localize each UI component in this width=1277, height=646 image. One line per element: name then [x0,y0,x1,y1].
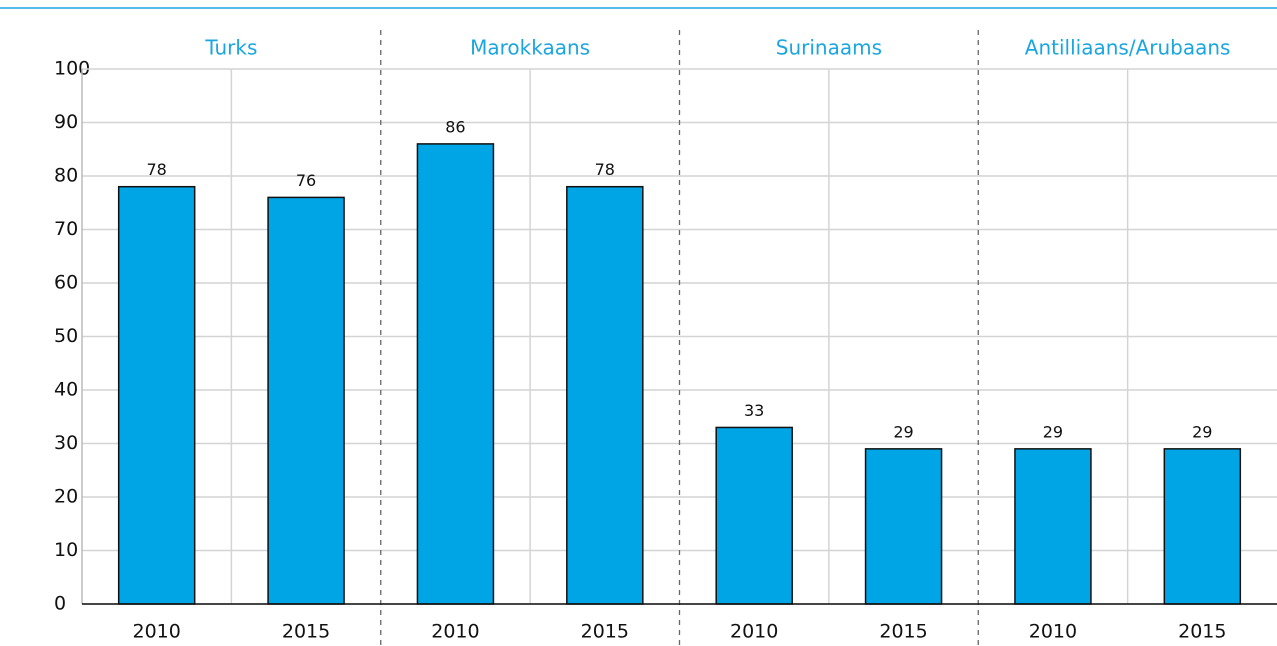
value-label: 78 [147,160,167,179]
x-tick-label: 2010 [730,621,778,643]
y-tick-label: 60 [54,272,78,294]
group-label: Marokkaans [470,36,590,60]
y-tick-label: 90 [54,111,78,133]
value-label: 78 [595,160,615,179]
y-tick-label: 50 [54,325,78,347]
x-tick-label: 2015 [282,621,330,643]
group-label: Surinaams [776,36,882,60]
y-tick-label: 100 [54,58,90,80]
bar [715,426,793,605]
value-label: 29 [1192,422,1212,441]
x-tick-label: 2010 [133,621,181,643]
bar [566,185,644,605]
value-label: 86 [445,117,465,136]
bar [1163,448,1242,605]
y-tick-label: 70 [54,218,78,240]
bar [267,196,345,605]
x-tick-label: 2010 [1029,621,1077,643]
group-label: Antilliaans/Arubaans [1025,36,1231,60]
y-tick-label: 30 [54,432,78,454]
bar [416,143,495,605]
value-label: 29 [1043,422,1063,441]
y-tick-label: 0 [54,593,66,615]
y-tick-label: 40 [54,379,78,401]
y-tick-label: 80 [54,165,78,187]
bar [864,448,943,605]
x-tick-label: 2015 [879,621,927,643]
x-tick-label: 2015 [1178,621,1226,643]
bar [117,185,196,605]
value-label: 33 [744,401,764,420]
x-tick-label: 2010 [431,621,479,643]
value-label: 76 [296,171,316,190]
y-tick-label: 20 [54,486,78,508]
x-tick-label: 2015 [581,621,629,643]
bar [1014,448,1092,605]
group-label: Turks [204,36,257,60]
value-label: 29 [893,422,913,441]
y-tick-label: 10 [54,539,78,561]
